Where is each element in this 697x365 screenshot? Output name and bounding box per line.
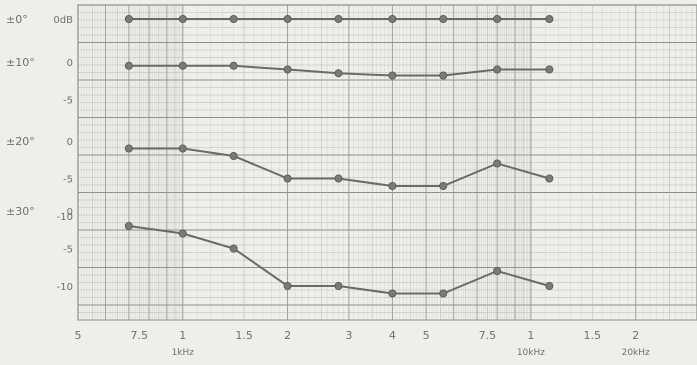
data-point: [493, 65, 502, 74]
x-tick-label: 4: [389, 329, 396, 342]
data-point: [545, 174, 554, 183]
data-point: [178, 14, 187, 23]
data-point: [229, 61, 238, 70]
data-point: [545, 14, 554, 23]
y-tick-label: 0: [67, 207, 73, 218]
data-point: [439, 71, 448, 80]
data-point: [124, 14, 133, 23]
data-point: [178, 61, 187, 70]
data-point: [334, 14, 343, 23]
angle-label: ±30°: [6, 205, 35, 218]
x-tick-label: 2: [632, 329, 639, 342]
data-point: [124, 144, 133, 153]
y-tick-label: -5: [63, 96, 73, 107]
data-point: [283, 174, 292, 183]
grid: [77, 4, 697, 321]
data-point: [439, 181, 448, 190]
series-2: [124, 61, 554, 80]
data-point: [334, 174, 343, 183]
data-point: [493, 266, 502, 275]
y-tick-label: -5: [63, 245, 73, 256]
data-point: [283, 14, 292, 23]
x-tick-label: 1: [527, 329, 534, 342]
series-1: [124, 14, 554, 23]
y-tick-label: 0dB: [53, 15, 73, 26]
data-point: [178, 229, 187, 238]
data-point: [229, 151, 238, 160]
data-point: [493, 14, 502, 23]
data-point: [388, 71, 397, 80]
data-point: [124, 61, 133, 70]
y-tick-label: -10: [57, 212, 73, 223]
data-point: [229, 244, 238, 253]
series-4: [124, 221, 554, 298]
y-tick-label: -5: [63, 175, 73, 186]
data-point: [493, 159, 502, 168]
data-point: [334, 281, 343, 290]
x-tick-label: 1.5: [583, 329, 601, 342]
data-point: [439, 289, 448, 298]
data-point: [229, 14, 238, 23]
x-tick-label: 7.5: [131, 329, 149, 342]
data-point: [124, 221, 133, 230]
x-tick-label: 2: [284, 329, 291, 342]
data-point: [178, 144, 187, 153]
x-tick-label: 5: [423, 329, 430, 342]
data-point: [545, 65, 554, 74]
y-tick-label: 0: [67, 137, 73, 148]
data-point: [283, 65, 292, 74]
x-unit-label: 1kHz: [172, 348, 195, 358]
data-point: [334, 69, 343, 78]
data-point: [388, 289, 397, 298]
x-tick-label: 1.5: [235, 329, 253, 342]
data-point: [545, 281, 554, 290]
x-unit-label: 20kHz: [622, 348, 650, 358]
y-tick-label: 0: [67, 58, 73, 69]
series-3: [124, 144, 554, 190]
x-tick-label: 5: [75, 329, 82, 342]
x-unit-label: 10kHz: [517, 348, 545, 358]
data-point: [439, 14, 448, 23]
data-point: [388, 181, 397, 190]
data-point: [388, 14, 397, 23]
angle-label: ±20°: [6, 135, 35, 148]
angle-label: ±0°: [6, 13, 28, 26]
data-point: [283, 281, 292, 290]
y-tick-label: -10: [57, 282, 73, 293]
x-tick-label: 1: [179, 329, 186, 342]
angle-label: ±10°: [6, 56, 35, 69]
x-tick-label: 7.5: [479, 329, 497, 342]
x-tick-label: 3: [345, 329, 352, 342]
